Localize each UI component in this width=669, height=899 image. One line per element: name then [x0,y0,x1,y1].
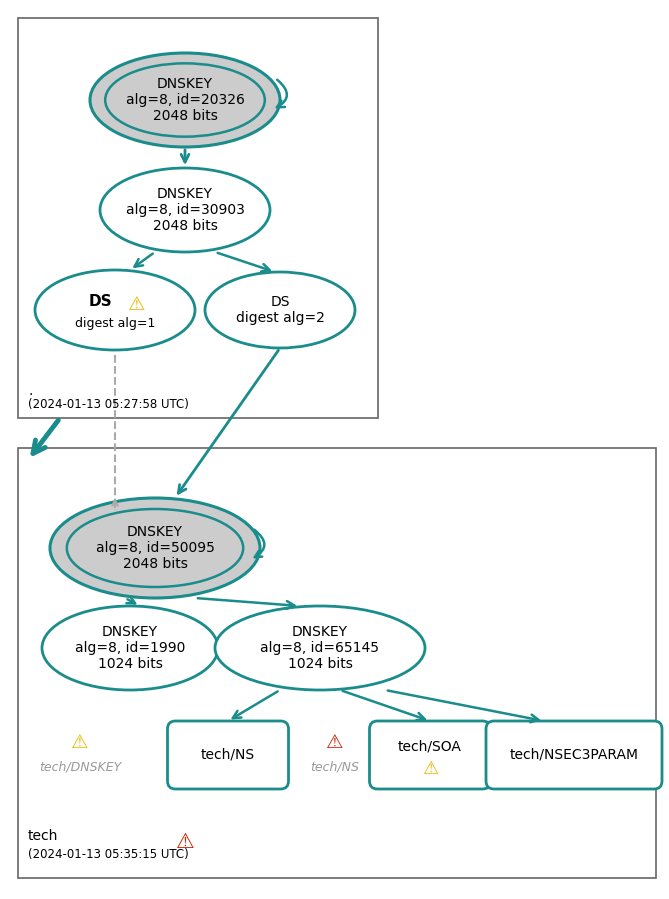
Text: .: . [28,384,32,398]
FancyBboxPatch shape [18,448,656,878]
Ellipse shape [90,53,280,147]
Ellipse shape [215,606,425,690]
Text: DS
digest alg=2: DS digest alg=2 [235,295,324,325]
Text: ⚠: ⚠ [326,734,344,752]
Ellipse shape [35,270,195,350]
Text: tech/NS: tech/NS [201,748,255,762]
Text: DNSKEY
alg=8, id=65145
1024 bits: DNSKEY alg=8, id=65145 1024 bits [260,625,379,672]
Ellipse shape [100,168,270,252]
Text: digest alg=1: digest alg=1 [75,317,155,331]
FancyBboxPatch shape [167,721,288,789]
Ellipse shape [42,606,218,690]
Text: (2024-01-13 05:27:58 UTC): (2024-01-13 05:27:58 UTC) [28,398,189,411]
Text: DS: DS [88,295,112,309]
Text: (2024-01-13 05:35:15 UTC): (2024-01-13 05:35:15 UTC) [28,848,189,861]
Text: tech/NSEC3PARAM: tech/NSEC3PARAM [510,748,638,762]
Text: tech/DNSKEY: tech/DNSKEY [39,761,121,773]
Ellipse shape [50,498,260,598]
Text: tech/SOA: tech/SOA [398,740,462,754]
Ellipse shape [205,272,355,348]
Text: DNSKEY
alg=8, id=1990
1024 bits: DNSKEY alg=8, id=1990 1024 bits [75,625,185,672]
Text: tech: tech [28,829,58,843]
Text: DNSKEY
alg=8, id=20326
2048 bits: DNSKEY alg=8, id=20326 2048 bits [126,76,244,123]
FancyBboxPatch shape [18,18,378,418]
Text: ⚠: ⚠ [128,295,146,314]
Text: DNSKEY
alg=8, id=50095
2048 bits: DNSKEY alg=8, id=50095 2048 bits [96,525,215,571]
Text: ⚠: ⚠ [176,832,195,852]
Text: ⚠: ⚠ [72,734,89,752]
Text: ⚠: ⚠ [422,760,438,778]
FancyBboxPatch shape [369,721,490,789]
Text: DNSKEY
alg=8, id=30903
2048 bits: DNSKEY alg=8, id=30903 2048 bits [126,187,244,233]
Text: tech/NS: tech/NS [310,761,359,773]
FancyBboxPatch shape [486,721,662,789]
